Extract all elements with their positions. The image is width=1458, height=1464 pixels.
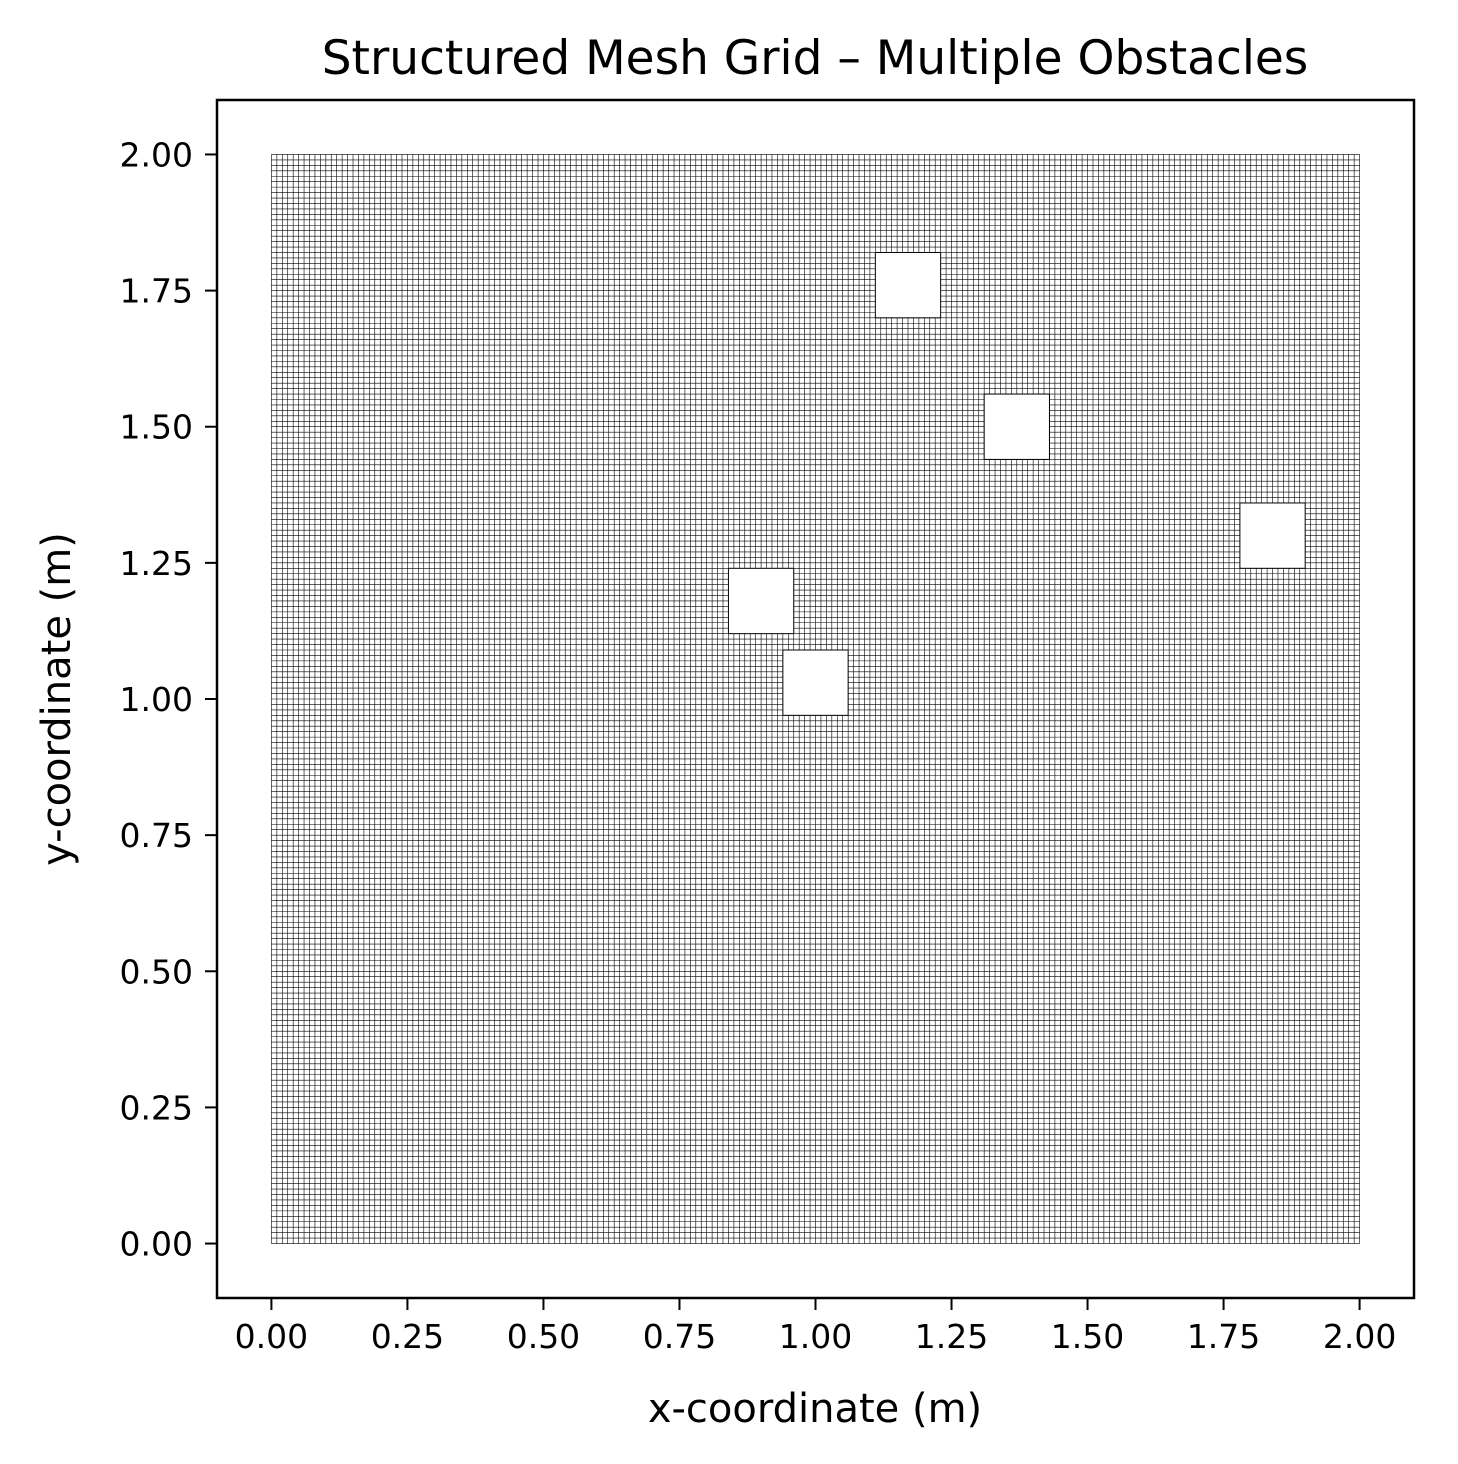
x-tick-label: 0.75 [643,1317,716,1356]
x-tick-label: 1.25 [915,1317,988,1356]
x-tick-label: 1.75 [1187,1317,1260,1356]
y-tick-label: 2.00 [120,135,193,174]
y-tick-label: 1.25 [120,544,193,583]
x-tick-label: 2.00 [1323,1317,1396,1356]
x-tick-label: 0.00 [235,1317,308,1356]
y-tick-label: 1.00 [120,680,193,719]
y-tick-label: 0.25 [120,1088,193,1127]
y-tick-label: 0.75 [120,816,193,855]
y-tick-label: 0.00 [120,1225,193,1264]
mesh-grid [271,154,1360,1244]
obstacle-1 [727,567,795,635]
obstacle-2 [782,649,849,716]
obstacle-5 [1239,502,1306,569]
chart-title: Structured Mesh Grid – Multiple Obstacle… [322,31,1309,86]
x-tick-label: 1.50 [1051,1317,1124,1356]
y-axis-ticks: 0.00 0.25 0.50 0.75 1.00 1.25 1.50 1.75 2.00 [120,135,217,1264]
y-axis-label: y-coordinate (m) [34,532,80,866]
x-tick-label: 1.00 [779,1317,852,1356]
y-tick-label: 1.75 [120,272,193,311]
x-tick-label: 0.50 [507,1317,580,1356]
x-axis-ticks: 0.00 0.25 0.50 0.75 1.00 1.25 1.50 1.75 2.00 [235,1298,1396,1356]
obstacle-4 [983,393,1050,460]
x-axis-label: x-coordinate (m) [648,1386,982,1432]
y-tick-label: 0.50 [120,952,193,991]
x-tick-label: 0.25 [371,1317,444,1356]
y-tick-label: 1.50 [120,408,193,447]
mesh-lines [271,154,1360,1244]
obstacle-3 [874,251,942,319]
obstacles [727,251,1306,716]
